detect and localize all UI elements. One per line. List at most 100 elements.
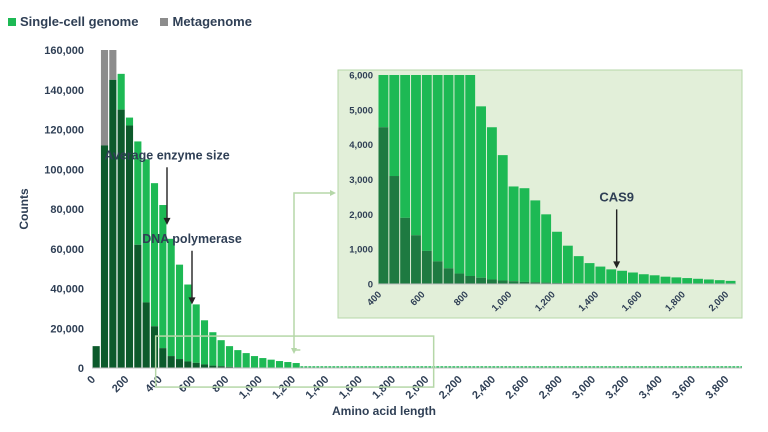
annotation-arrow-head bbox=[188, 297, 196, 305]
inset-bar-single-cell bbox=[638, 274, 649, 284]
x-tick-label: 200 bbox=[110, 374, 131, 395]
bar-overlap bbox=[117, 109, 125, 368]
inset-bar-single-cell bbox=[519, 188, 530, 282]
bar-overlap bbox=[209, 365, 217, 368]
inset-bar-single-cell bbox=[649, 275, 660, 284]
inset-bar-single-cell bbox=[660, 276, 671, 284]
inset-bar-overlap bbox=[400, 217, 411, 284]
bar-single-cell bbox=[275, 361, 284, 368]
x-tick-label: 3,400 bbox=[637, 374, 665, 402]
bar-overlap bbox=[134, 244, 142, 368]
inset-y-tick-label: 5,000 bbox=[349, 105, 373, 116]
bar-single-cell bbox=[184, 284, 192, 362]
x-tick-label: 2,400 bbox=[470, 374, 498, 402]
inset-bar-overlap bbox=[486, 279, 497, 284]
bar-overlap bbox=[167, 356, 175, 368]
bar-overlap bbox=[109, 79, 117, 368]
legend-label-metagenome: Metagenome bbox=[172, 14, 252, 29]
inset-bar-single-cell bbox=[617, 270, 628, 284]
inset-bar-single-cell bbox=[703, 279, 714, 284]
bar-overlap bbox=[92, 346, 100, 368]
inset-bar-single-cell bbox=[671, 277, 682, 284]
annotation-arrow-head bbox=[163, 217, 171, 225]
y-tick-label: 60,000 bbox=[50, 244, 84, 256]
inset-bar-single-cell bbox=[552, 231, 562, 283]
bar-single-cell bbox=[167, 238, 175, 357]
inset-bar-overlap bbox=[421, 250, 432, 284]
x-tick-label: 2,600 bbox=[504, 374, 532, 402]
inset-bar-overlap bbox=[476, 277, 486, 284]
inset-y-tick-label: 2,000 bbox=[349, 210, 373, 221]
inset-bar-single-cell bbox=[508, 186, 519, 282]
bar-overlap bbox=[100, 145, 109, 368]
inset-y-tick-label: 4,000 bbox=[349, 140, 373, 151]
inset-y-tick-label: 3,000 bbox=[349, 175, 373, 186]
bar-single-cell bbox=[242, 353, 250, 368]
inset-bar-single-cell bbox=[530, 200, 541, 283]
inset-bar-single-cell bbox=[497, 155, 508, 281]
legend: Single-cell genome Metagenome bbox=[8, 14, 252, 29]
inset-annotation-label: CAS9 bbox=[599, 189, 634, 204]
x-tick-label: 3,000 bbox=[570, 374, 598, 402]
inset-bar-single-cell bbox=[389, 75, 400, 177]
bar-single-cell bbox=[284, 362, 292, 368]
inset-y-tick-label: 6,000 bbox=[349, 71, 373, 82]
zoom-connector-arrowhead bbox=[291, 348, 297, 354]
inset-bar-single-cell bbox=[725, 280, 736, 284]
bar-overlap bbox=[192, 362, 200, 368]
inset-bar-overlap bbox=[519, 281, 530, 284]
inset-bar-overlap bbox=[411, 235, 421, 284]
y-axis-label: Counts bbox=[17, 188, 31, 230]
inset-bar-overlap bbox=[378, 127, 389, 284]
inset-bar-single-cell bbox=[628, 272, 638, 284]
bar-single-cell bbox=[209, 332, 217, 366]
x-tick-label: 3,600 bbox=[670, 374, 698, 402]
inset-bar-single-cell bbox=[454, 75, 465, 274]
legend-label-single-cell: Single-cell genome bbox=[20, 14, 139, 29]
x-tick-label: 2,800 bbox=[537, 374, 565, 402]
y-tick-label: 100,000 bbox=[44, 164, 84, 176]
inset-bar-overlap bbox=[389, 176, 400, 284]
zoom-connector-arrowhead bbox=[330, 190, 336, 196]
inset-bar-single-cell bbox=[432, 75, 443, 262]
bar-overlap bbox=[200, 364, 209, 368]
y-tick-label: 0 bbox=[78, 363, 84, 375]
bar-single-cell bbox=[267, 359, 275, 368]
inset-bar-single-cell bbox=[682, 278, 693, 284]
inset-bar-overlap bbox=[454, 273, 465, 284]
inset-bar-overlap bbox=[465, 275, 476, 284]
bar-overlap bbox=[217, 366, 225, 368]
annotation-label: DNA polymerase bbox=[142, 232, 242, 246]
bar-single-cell bbox=[292, 363, 300, 368]
bar-single-cell bbox=[125, 117, 134, 126]
bar-metagenome bbox=[100, 50, 109, 146]
inset-bar-single-cell bbox=[486, 127, 497, 280]
zoom-connector-line bbox=[293, 192, 332, 351]
legend-item-single-cell: Single-cell genome bbox=[8, 14, 138, 29]
inset-bar-overlap bbox=[541, 282, 552, 284]
inset-y-tick-label: 0 bbox=[368, 280, 373, 291]
bar-overlap bbox=[125, 125, 134, 369]
inset-bar-overlap bbox=[530, 282, 541, 284]
bar-single-cell bbox=[134, 141, 142, 245]
bar-overlap bbox=[150, 326, 159, 368]
bar-single-cell bbox=[150, 183, 159, 327]
bar-single-cell bbox=[175, 264, 184, 360]
bar-single-cell bbox=[142, 159, 150, 303]
inset-bar-single-cell bbox=[584, 263, 595, 284]
x-tick-label: 3,800 bbox=[704, 374, 732, 402]
inset-bar-overlap bbox=[508, 281, 519, 284]
inset-bar-overlap bbox=[552, 282, 562, 284]
y-tick-label: 160,000 bbox=[44, 45, 84, 57]
bar-overlap bbox=[225, 366, 234, 368]
x-tick-label: 400 bbox=[143, 374, 164, 395]
inset-bar-single-cell bbox=[714, 280, 725, 284]
x-tick-label: 2,200 bbox=[437, 374, 465, 402]
inset-bar-single-cell bbox=[443, 75, 454, 269]
x-tick-label: 600 bbox=[177, 374, 198, 395]
inset-bar-single-cell bbox=[606, 269, 617, 284]
inset-bar-single-cell bbox=[400, 75, 411, 218]
inset-bar-overlap bbox=[432, 261, 443, 284]
bar-single-cell bbox=[225, 346, 234, 367]
annotation-label: Average enzyme size bbox=[104, 148, 229, 162]
